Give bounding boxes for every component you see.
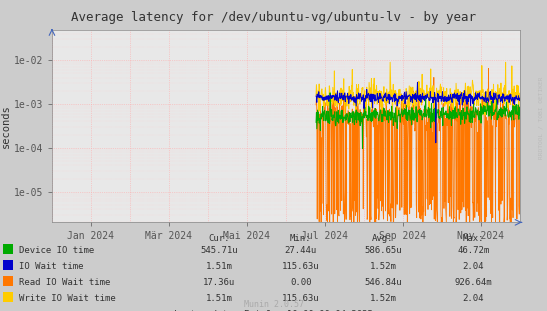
Text: 1.52m: 1.52m bbox=[369, 262, 397, 271]
Text: RRDTOOL / TOBI OETIKER: RRDTOOL / TOBI OETIKER bbox=[538, 77, 543, 160]
Text: Min:: Min: bbox=[290, 234, 312, 243]
Text: 1.52m: 1.52m bbox=[369, 294, 397, 303]
Text: Write IO Wait time: Write IO Wait time bbox=[19, 294, 116, 303]
Text: 2.04: 2.04 bbox=[462, 262, 484, 271]
Text: 1.51m: 1.51m bbox=[205, 294, 232, 303]
Text: Munin 2.0.57: Munin 2.0.57 bbox=[243, 299, 304, 309]
Text: 115.63u: 115.63u bbox=[282, 262, 319, 271]
Text: 46.72m: 46.72m bbox=[457, 246, 489, 254]
Text: Average latency for /dev/ubuntu-vg/ubuntu-lv - by year: Average latency for /dev/ubuntu-vg/ubunt… bbox=[71, 11, 476, 24]
Y-axis label: seconds: seconds bbox=[1, 104, 11, 148]
Text: 2.04: 2.04 bbox=[462, 294, 484, 303]
Text: 926.64m: 926.64m bbox=[455, 278, 492, 287]
Text: Cur:: Cur: bbox=[208, 234, 230, 243]
Text: 27.44u: 27.44u bbox=[285, 246, 317, 254]
Text: 1.51m: 1.51m bbox=[205, 262, 232, 271]
Text: Read IO Wait time: Read IO Wait time bbox=[19, 278, 110, 287]
Text: Max:: Max: bbox=[462, 234, 484, 243]
Text: 546.84u: 546.84u bbox=[364, 278, 401, 287]
Text: 586.65u: 586.65u bbox=[364, 246, 401, 254]
Text: 545.71u: 545.71u bbox=[200, 246, 237, 254]
Text: IO Wait time: IO Wait time bbox=[19, 262, 84, 271]
Text: Last update: Fri Jan 10 00:00:04 2025: Last update: Fri Jan 10 00:00:04 2025 bbox=[174, 310, 373, 311]
Text: 0.00: 0.00 bbox=[290, 278, 312, 287]
Text: 115.63u: 115.63u bbox=[282, 294, 319, 303]
Text: Avg:: Avg: bbox=[372, 234, 394, 243]
Text: 17.36u: 17.36u bbox=[203, 278, 235, 287]
Text: Device IO time: Device IO time bbox=[19, 246, 95, 254]
